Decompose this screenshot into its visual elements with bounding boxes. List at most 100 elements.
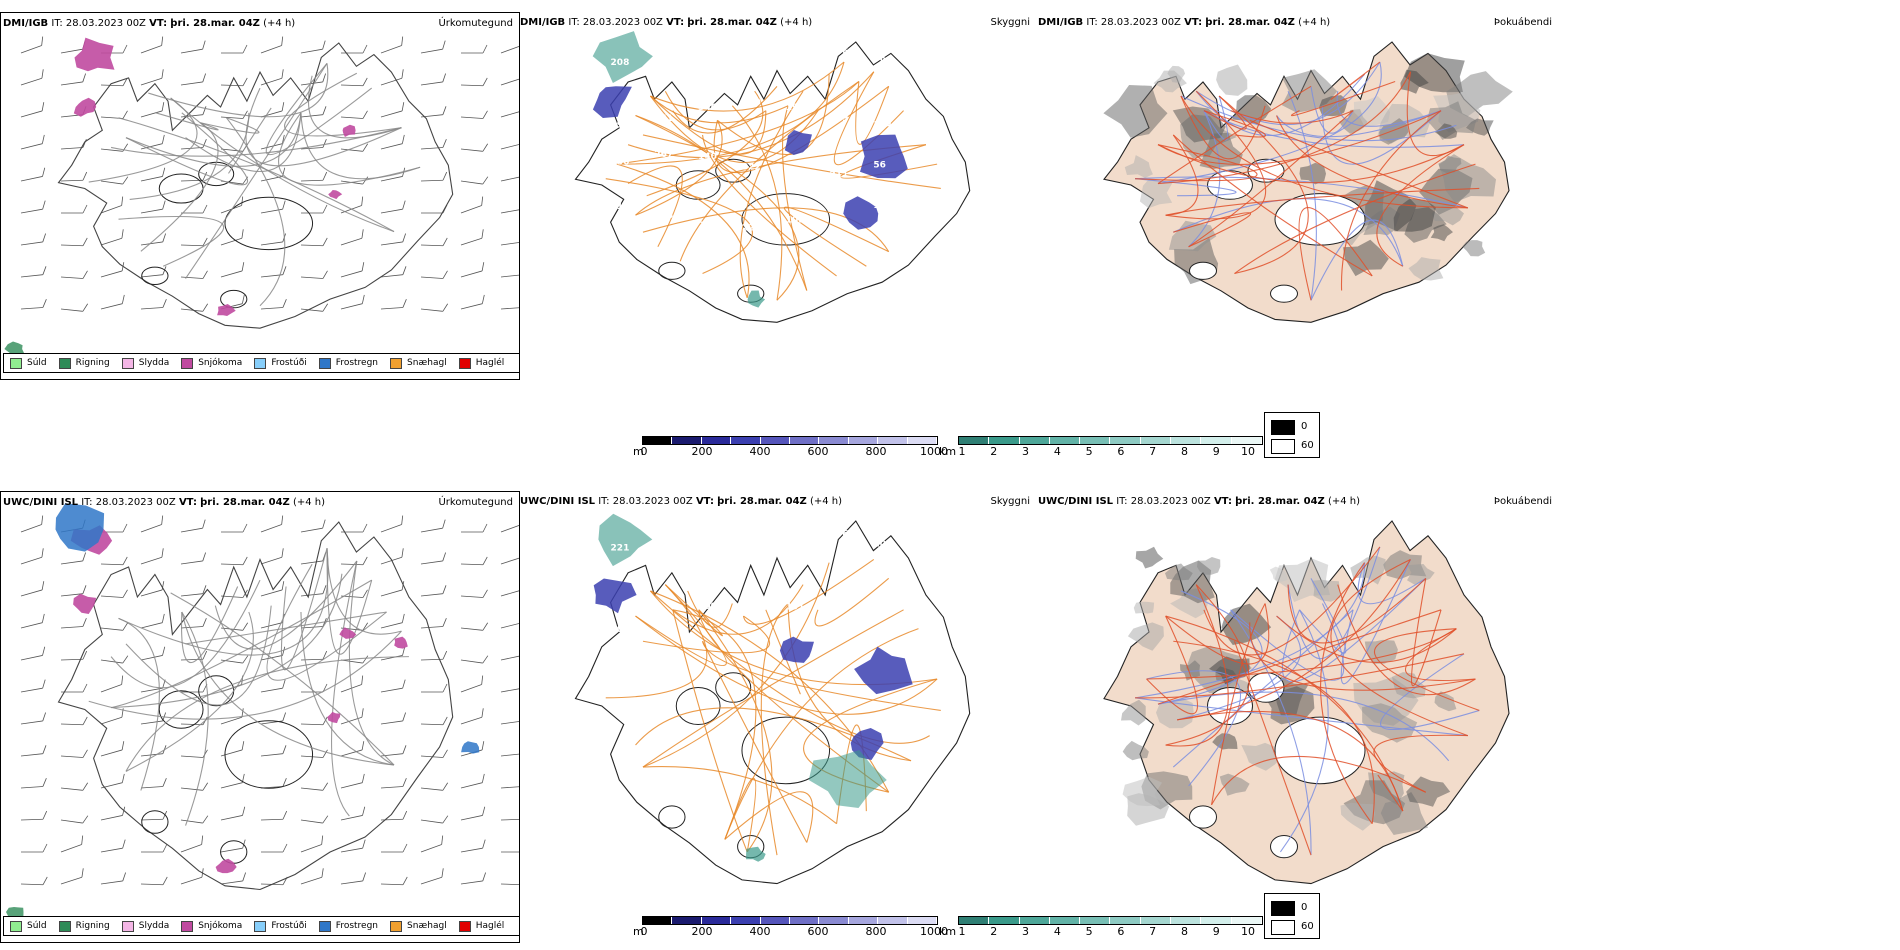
it-value: 28.03.2023 00Z <box>1100 17 1181 28</box>
model-name: DMI/IGB <box>520 17 566 28</box>
lead-time: (+4 h) <box>780 17 813 28</box>
model-name: UWC/DINI ISL <box>3 497 79 508</box>
ceiling-swatch <box>701 917 732 924</box>
visibility-colorbar-ticks: 1 2 3 4 5 6 7 8 9 10 <box>940 445 1265 458</box>
visibility-unit: km <box>939 925 957 938</box>
wind-barbs <box>20 515 519 886</box>
precip-map-bottom <box>6 503 519 920</box>
ceiling-label: 191 <box>786 602 805 612</box>
panel-header: UWC/DINI ISL IT: 28.03.2023 00Z VT: þri.… <box>3 496 515 510</box>
ceiling-tick: 600 <box>807 445 829 458</box>
ceiling-label: 193 <box>611 121 630 131</box>
visibility-unit: km <box>939 445 957 458</box>
visibility-swatch <box>1231 437 1262 444</box>
legend-label: Frostúði <box>271 358 307 368</box>
legend-label: Snæhagl <box>407 921 447 931</box>
ceiling-colorbar-swatches <box>642 436 938 445</box>
visibility-panel-top: 208 150 105 146 122 166 56 158 193 141 346 160 199 18… <box>518 12 1036 378</box>
it-label: IT: <box>568 17 580 28</box>
visibility-tick: 2 <box>990 445 998 458</box>
fog-key-low: 0 <box>1301 421 1308 432</box>
panel-title: Skyggni <box>990 496 1030 507</box>
visibility-tick: 4 <box>1053 925 1061 938</box>
legend-item: Snæhagl <box>390 920 447 932</box>
lead-time: (+4 h) <box>809 496 843 507</box>
ceiling-label: 56 <box>873 55 886 65</box>
vt-label: VT: <box>666 17 685 28</box>
panel-title: Þokuábendi <box>1493 17 1552 28</box>
legend-label: Súld <box>27 358 47 368</box>
lead-time: (+4 h) <box>1327 496 1361 507</box>
precip-areas <box>6 503 480 920</box>
legend-label: Snæhagl <box>407 358 447 368</box>
ceiling-label: 160 <box>742 98 761 108</box>
ceiling-swatch <box>819 917 849 924</box>
it-value: 28.03.2023 00Z <box>95 497 176 508</box>
fog-key-white <box>1271 920 1295 935</box>
vt-value: þri. 28.mar. 04Z <box>687 17 777 28</box>
visibility-swatch <box>1171 437 1202 444</box>
ceiling-tick: 600 <box>807 925 829 938</box>
visibility-colorbar: 1 2 3 4 5 6 7 8 9 10 km <box>939 916 1265 938</box>
ceiling-swatch <box>790 917 820 924</box>
ceiling-label: 131 <box>654 556 673 566</box>
ceiling-label: 131 <box>873 201 892 211</box>
precip-type-legend: Súld Rigning Slydda Snjókoma Frostúði Frostre… <box>3 916 519 936</box>
legend-item: Slydda <box>121 357 170 369</box>
ceiling-label: 212 <box>611 202 630 212</box>
ceiling-colorbar: 0 200 400 600 800 1000 m <box>633 436 948 458</box>
ceiling-label: 311 <box>786 171 805 181</box>
legend-swatch <box>10 357 22 369</box>
ceiling-labels: 221 131 160 146 175 146 109 84 308 186 109 227 191 <box>611 529 930 634</box>
ceiling-label: 146 <box>742 546 761 556</box>
it-label: IT: <box>1086 17 1098 28</box>
vt-label: VT: <box>1213 496 1232 507</box>
ceiling-label: 146 <box>742 59 761 69</box>
visibility-swatch <box>1019 437 1050 444</box>
visibility-tick: 8 <box>1180 925 1188 938</box>
ceiling-label: 105 <box>698 68 717 78</box>
legend-item: Frostregn <box>318 357 378 369</box>
legend-label: Haglél <box>475 358 505 368</box>
fog-key-black <box>1271 901 1295 916</box>
lead-time: (+4 h) <box>292 497 326 508</box>
visibility-swatch <box>1049 437 1081 444</box>
ceiling-label: 346 <box>698 103 717 113</box>
vt-value: þri. 28.mar. 04Z <box>200 497 290 508</box>
legend-label: Frostúði <box>271 921 307 931</box>
ceiling-labels: 208 150 105 146 122 166 56 158 193 141 346 160 199 18… <box>611 47 936 233</box>
ceiling-label: 125 <box>917 151 936 161</box>
ceiling-swatch <box>731 917 761 924</box>
precip-areas <box>4 37 356 357</box>
ceiling-swatch <box>819 437 849 444</box>
legend-label: Snjókoma <box>198 921 243 931</box>
fog-key-white <box>1271 439 1295 454</box>
ceiling-colorbar-swatches <box>642 916 938 925</box>
legend-item: Slydda <box>121 920 169 932</box>
glacier-outlines <box>141 675 314 864</box>
iceland-outline <box>57 521 454 891</box>
it-label: IT: <box>1116 496 1128 507</box>
vt-label: VT: <box>695 496 714 507</box>
ceiling-tick: 400 <box>749 445 771 458</box>
it-value: 28.03.2023 00Z <box>612 496 693 507</box>
ceiling-label: 140 <box>698 152 717 162</box>
visibility-swatch <box>1140 437 1172 444</box>
visibility-swatch <box>1080 437 1111 444</box>
ceiling-swatch <box>731 437 761 444</box>
lead-time: (+4 h) <box>1298 17 1331 28</box>
visibility-swatch <box>959 917 990 924</box>
legend-item: Haglél <box>458 920 504 932</box>
legend-label: Rigning <box>75 921 110 931</box>
model-name: UWC/DINI ISL <box>1038 496 1114 507</box>
legend-label: Súld <box>27 921 47 931</box>
visibility-tick: 5 <box>1085 445 1093 458</box>
legend-item: Snæhagl <box>390 357 447 369</box>
legend-label: Slydda <box>138 358 170 368</box>
legend-item: Rigning <box>58 920 110 932</box>
precip-panel-bottom: UWC/DINI ISL IT: 28.03.2023 00Z VT: þri.… <box>0 491 520 943</box>
ceiling-swatch <box>878 917 908 924</box>
ceiling-tick: 200 <box>691 445 713 458</box>
it-label: IT: <box>598 496 610 507</box>
visibility-swatch <box>1049 917 1081 924</box>
